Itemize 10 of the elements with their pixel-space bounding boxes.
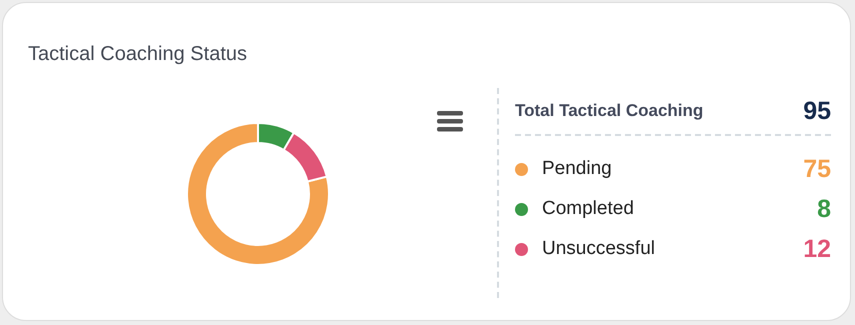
data-label: 75: [803, 154, 831, 184]
data-label: 12: [803, 234, 831, 264]
donut-slice: [186, 122, 330, 266]
data-label: 8: [817, 194, 831, 224]
text: 95: [803, 96, 831, 124]
chart-title: Tactical Coaching Status: [28, 43, 248, 66]
legend-title: Total Tactical Coaching: [515, 101, 704, 121]
legend-label: Unsuccessful: [542, 238, 655, 260]
legend-label: Completed: [542, 198, 634, 220]
legend-label: Pending: [542, 158, 612, 180]
